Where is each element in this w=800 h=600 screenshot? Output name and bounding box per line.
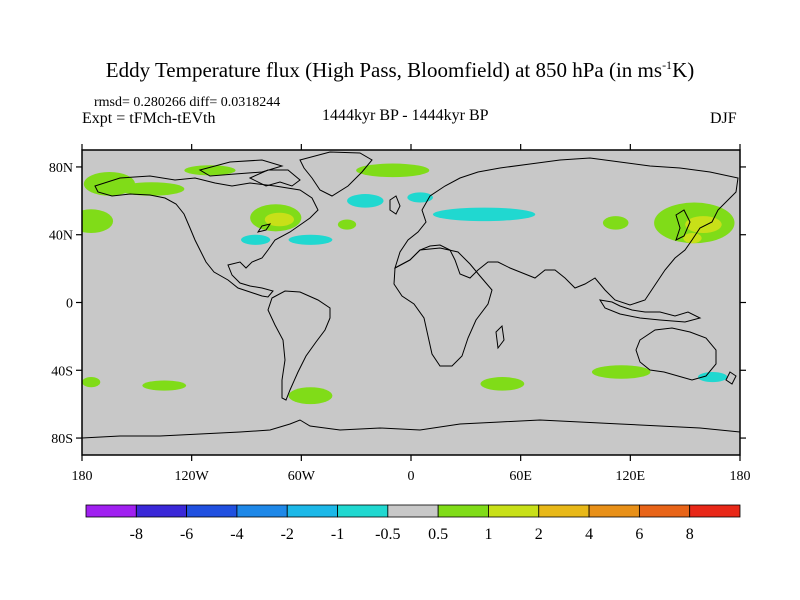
lon-tick-label: 60E <box>509 469 532 484</box>
newfoundland-coast <box>256 223 272 233</box>
anomaly-patch <box>591 365 651 379</box>
colorbar-label: -4 <box>230 526 243 543</box>
lat-tick-label: 80N <box>49 161 73 176</box>
anomaly-patch <box>432 207 536 222</box>
stats-text: rmsd= 0.280266 diff= 0.0318244 <box>94 95 281 110</box>
chart-title: Eddy Temperature flux (High Pass, Bloomf… <box>0 58 800 83</box>
anomaly-patch <box>337 219 357 230</box>
colorbar-label: -6 <box>180 526 193 543</box>
colorbar-swatch <box>488 504 540 518</box>
anomaly-patch <box>82 209 114 234</box>
colorbar-label: -8 <box>130 526 143 543</box>
lon-tick-label: 120W <box>175 469 210 484</box>
anomaly-patch <box>602 216 629 230</box>
north-america-coast <box>94 175 319 298</box>
colorbar-swatch <box>387 504 439 518</box>
lat-axis: 80N 40N 0 40S 80S <box>49 161 746 447</box>
coastlines <box>82 151 740 439</box>
colorbar-swatch <box>337 504 389 518</box>
anomaly-patch <box>241 234 271 245</box>
colorbar: -8 -6 -4 -2 -1 -0.5 0.5 1 2 4 6 8 <box>85 504 741 543</box>
colorbar-swatch <box>135 504 188 518</box>
colorbar-label: -1 <box>331 526 344 543</box>
colorbar-swatch <box>286 504 338 518</box>
colorbar-label: -0.5 <box>375 526 400 543</box>
anomaly-patch <box>683 233 702 244</box>
colorbar-swatch <box>638 504 691 518</box>
anomaly-patch <box>407 192 433 203</box>
colorbar-label: 2 <box>535 526 543 543</box>
anomaly-patch <box>347 194 384 208</box>
lat-tick-label: 40N <box>49 229 73 244</box>
lat-tick-label: 80S <box>51 432 73 447</box>
colorbar-swatch <box>538 504 590 518</box>
britain-coast <box>389 195 401 215</box>
title-superscript: -1 <box>662 58 673 72</box>
colorbar-label: 6 <box>635 526 643 543</box>
anomaly-patch <box>264 212 295 227</box>
new-zealand-coast <box>725 371 737 385</box>
indonesia-coast <box>598 299 702 323</box>
anomaly-patch <box>288 234 333 245</box>
anomaly-patch <box>356 163 430 178</box>
title-end: K) <box>672 58 695 82</box>
madagascar-coast <box>495 324 505 350</box>
colorbar-label: 8 <box>686 526 694 543</box>
season-label: DJF <box>710 110 737 127</box>
arctic-islands-coast <box>198 159 284 177</box>
colorbar-swatch <box>186 504 238 518</box>
anomaly-patch <box>480 377 525 391</box>
greenland-coast <box>299 151 373 197</box>
anomaly-layer <box>82 163 735 405</box>
colorbar-swatch <box>588 504 640 518</box>
anomaly-patch <box>288 387 333 405</box>
anomaly-patch <box>118 182 185 196</box>
lat-tick-label: 0 <box>66 297 73 312</box>
anomaly-patch <box>82 377 101 388</box>
lon-tick-label: 180 <box>72 469 93 484</box>
lat-tick-label: 40S <box>51 364 73 379</box>
colorbar-label: 4 <box>585 526 593 543</box>
experiment-label: Expt = tFMch-tEVth <box>82 110 216 127</box>
colorbar-swatch <box>437 504 489 518</box>
baffin-coast <box>248 169 301 187</box>
colorbar-swatch <box>85 504 137 518</box>
period-label: 1444kyr BP - 1444kyr BP <box>322 107 489 124</box>
colorbar-label: 1 <box>484 526 492 543</box>
anomaly-patch <box>697 371 728 383</box>
australia-coast <box>635 327 717 381</box>
africa-coast <box>393 247 493 367</box>
lon-tick-label: 180 <box>730 469 751 484</box>
lon-axis: 180 120W 60W 0 60E 120E 180 <box>72 144 751 484</box>
lon-tick-label: 0 <box>408 469 415 484</box>
colorbar-label: 0.5 <box>428 526 448 543</box>
title-text: Eddy Temperature flux (High Pass, Bloomf… <box>105 58 663 82</box>
antarctica-coast <box>82 419 740 439</box>
anomaly-patch <box>184 165 236 176</box>
colorbar-label: -2 <box>281 526 294 543</box>
anomaly-patch <box>142 380 187 391</box>
anomaly-patch <box>685 216 722 234</box>
lon-tick-label: 120E <box>616 469 646 484</box>
japan-coast <box>675 209 691 241</box>
colorbar-swatch <box>689 504 741 518</box>
south-america-coast <box>267 290 331 401</box>
lon-tick-label: 60W <box>288 469 316 484</box>
colorbar-swatch <box>236 504 288 518</box>
